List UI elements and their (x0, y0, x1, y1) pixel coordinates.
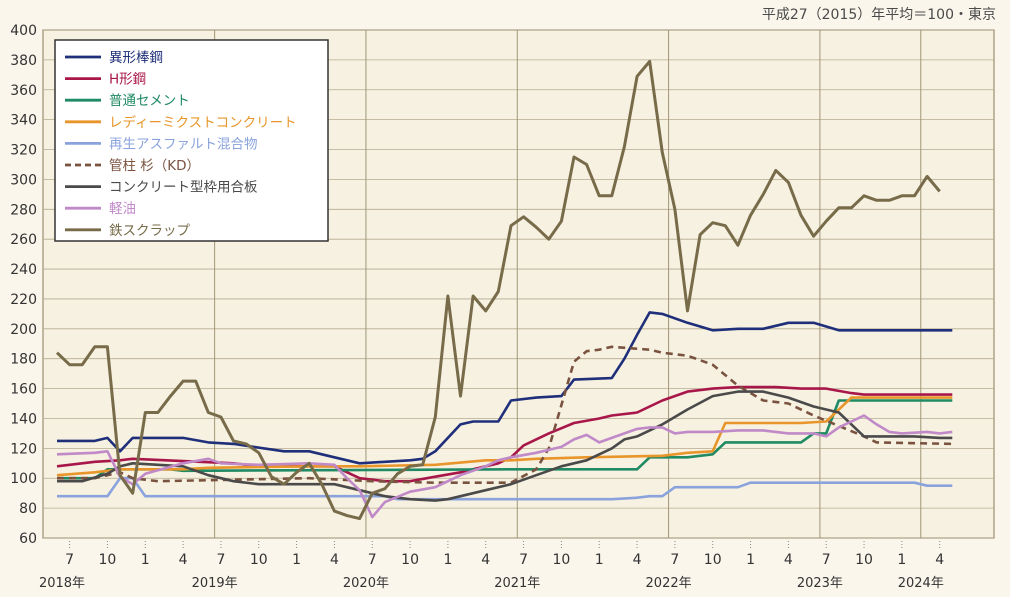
y-tick-label: 240 (10, 262, 37, 278)
x-tick-label: 7 (216, 552, 225, 568)
series-line (57, 390, 953, 502)
x-tick-label: 10 (401, 552, 419, 568)
x-tick-label: 4 (784, 552, 793, 568)
y-tick-label: 80 (19, 501, 37, 517)
year-label: 2024年 (898, 576, 944, 591)
x-tick-label: 4 (935, 552, 944, 568)
y-tick-label: 380 (10, 53, 37, 69)
legend-label: 異形棒鋼 (109, 50, 163, 66)
year-label: 2021年 (494, 576, 540, 591)
y-tick-label: 120 (10, 441, 37, 457)
x-tick-label: 4 (633, 552, 642, 568)
x-tick-label: 1 (292, 552, 301, 568)
x-tick-label: 1 (746, 552, 755, 568)
legend-label: 普通セメント (109, 93, 190, 109)
legend-label: 再生アスファルト混合物 (109, 136, 258, 152)
x-tick-label: 10 (250, 552, 268, 568)
x-tick-label: 4 (179, 552, 188, 568)
x-tick-label: 1 (443, 552, 452, 568)
x-tick-label: 7 (670, 552, 679, 568)
x-tick-label: 1 (595, 552, 604, 568)
year-label: 2023年 (797, 576, 843, 591)
legend-label: 軽油 (109, 201, 136, 217)
y-tick-label: 340 (10, 113, 37, 129)
x-tick-label: 1 (897, 552, 906, 568)
y-tick-label: 180 (10, 352, 37, 368)
x-tick-label: 10 (704, 552, 722, 568)
x-tick-label: 7 (519, 552, 528, 568)
x-tick-label: 7 (368, 552, 377, 568)
year-label: 2019年 (192, 576, 238, 591)
year-label: 2018年 (39, 576, 85, 591)
y-tick-label: 220 (10, 292, 37, 308)
y-tick-label: 160 (10, 382, 37, 398)
series-line (55, 59, 941, 521)
series-line (57, 311, 953, 465)
year-label: 2020年 (343, 576, 389, 591)
legend-label: 鉄スクラップ (109, 223, 190, 239)
y-tick-label: 200 (10, 322, 37, 338)
y-tick-label: 360 (10, 83, 37, 99)
x-tick-label: 10 (552, 552, 570, 568)
x-tick-label: 10 (855, 552, 873, 568)
x-tick-label: 7 (65, 552, 74, 568)
series-line (56, 414, 953, 519)
y-tick-label: 260 (10, 232, 37, 248)
legend-label: コンクリート型枠用合板 (109, 180, 258, 196)
x-tick-label: 1 (141, 552, 150, 568)
x-tick-label: 4 (330, 552, 339, 568)
year-label: 2022年 (646, 576, 692, 591)
y-tick-label: 140 (10, 411, 37, 427)
y-tick-label: 280 (10, 202, 37, 218)
x-tick-label: 4 (481, 552, 490, 568)
y-tick-label: 300 (10, 172, 37, 188)
x-tick-label: 7 (822, 552, 831, 568)
y-tick-label: 320 (10, 143, 37, 159)
series-line (57, 345, 953, 484)
legend-label: H形鋼 (109, 72, 146, 88)
y-tick-label: 60 (19, 531, 37, 547)
legend-label: レディーミクストコンクリート (109, 114, 297, 131)
y-tick-label: 400 (10, 23, 37, 39)
unit-note: 平成27（2015）年平均＝100・東京 (761, 7, 996, 23)
legend-label: 管柱 杉（KD） (109, 158, 200, 174)
y-tick-label: 100 (10, 471, 37, 487)
x-tick-label: 10 (99, 552, 117, 568)
